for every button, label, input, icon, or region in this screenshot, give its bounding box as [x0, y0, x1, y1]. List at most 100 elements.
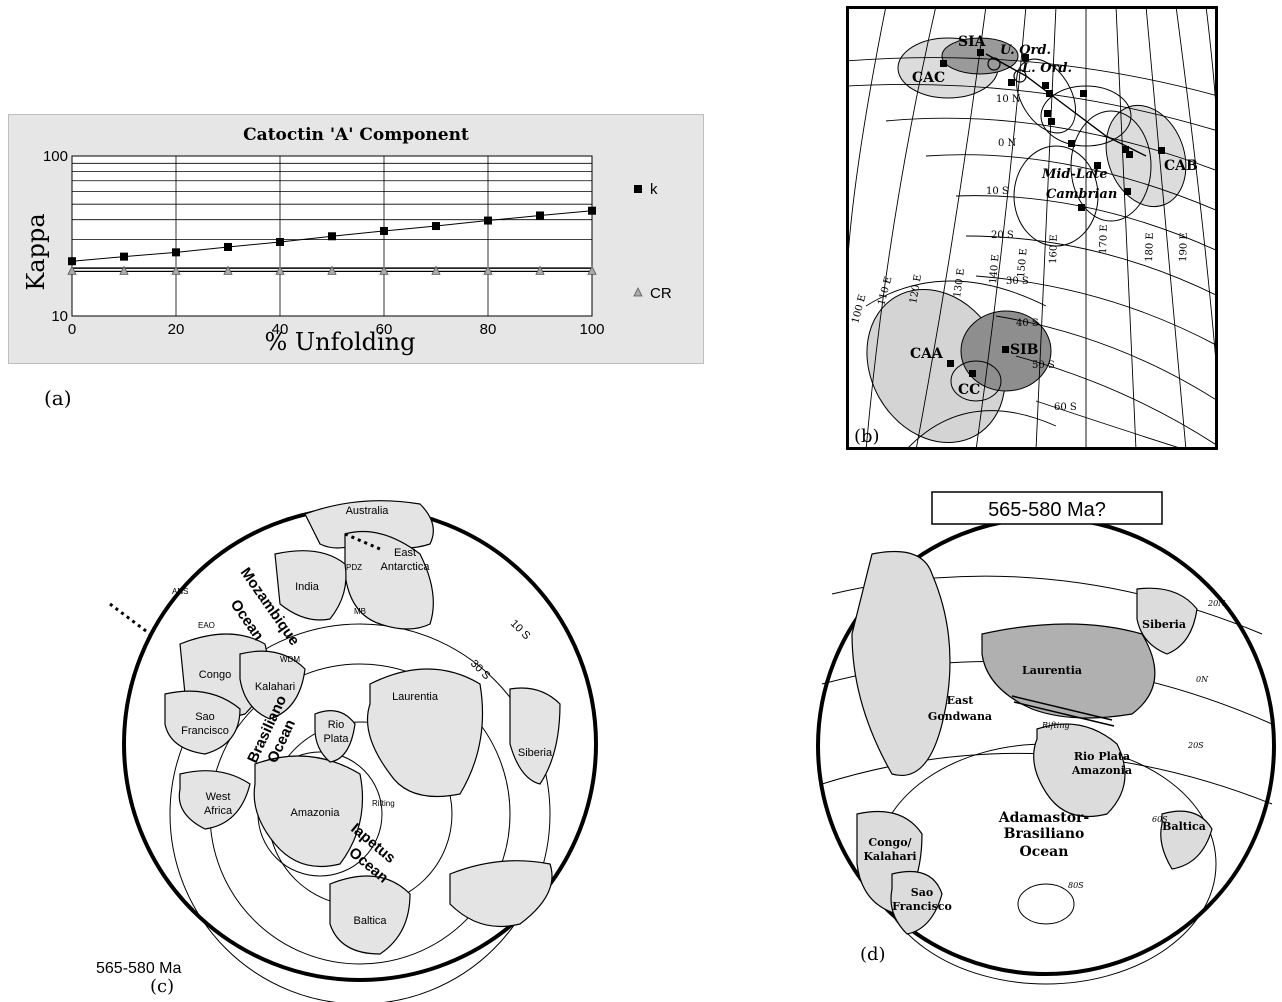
block-label-rio: Rio — [328, 719, 345, 731]
track-label-l-ord: L. Ord. — [1021, 61, 1072, 76]
panel-c-map: Australia East Antarctica India Congo Ka… — [80, 494, 640, 1002]
pole-label-cab: CAB — [1164, 158, 1198, 174]
lat-label: 30 S — [1006, 276, 1029, 287]
lat-label: 10 N — [996, 94, 1021, 105]
block-label-sao: Sao — [195, 711, 215, 723]
block-label-siberia: Siberia — [1142, 618, 1186, 631]
x-tick-label: 80 — [480, 321, 497, 338]
panel-b-caption: (b) — [854, 426, 880, 447]
small-label-rifting: Rifting — [372, 799, 395, 808]
data-point-k — [276, 238, 284, 247]
block-label-india: India — [295, 581, 320, 593]
block-label-congo: Congo/ — [868, 836, 912, 849]
block-label-francisco: Francisco — [181, 725, 229, 737]
panel-a-caption: (a) — [44, 386, 72, 410]
block-label-baltica: Baltica — [1162, 820, 1206, 833]
pole-label-sib: SIB — [1010, 342, 1039, 358]
block-label-east: East — [947, 694, 975, 707]
data-point-k — [68, 257, 76, 266]
x-tick-label: 40 — [272, 321, 289, 338]
chart-title: Catoctin 'A' Component — [243, 125, 469, 145]
block-label-laurentia: Laurentia — [1022, 664, 1082, 677]
y-tick-label: 100 — [43, 148, 68, 165]
lat-label-0n: 0N — [1196, 675, 1209, 684]
data-point-CR — [483, 265, 493, 275]
lat-label-60s: 60S — [1152, 815, 1168, 824]
small-label-wdm: WDM — [280, 655, 300, 664]
legend-marker-CR — [633, 287, 643, 297]
block-label-west: West — [206, 791, 231, 803]
data-point-CR — [431, 265, 441, 275]
data-point-k — [432, 222, 440, 231]
track-label-u-ord: U. Ord. — [1000, 43, 1051, 58]
block-label-amazonia: Amazonia — [291, 807, 341, 819]
lon-label: 170 E — [1098, 224, 1110, 254]
data-point-CR — [535, 265, 545, 275]
lat-label-10s: 10 S — [508, 618, 532, 642]
pole-label-caa: CAA — [910, 346, 944, 362]
data-point-k — [120, 252, 128, 261]
block-label-australia: Australia — [346, 505, 390, 517]
ocean-label-1: Adamastor- — [998, 810, 1090, 826]
ocean-label-3: Ocean — [1020, 844, 1069, 860]
block-label-laurentia: Laurentia — [392, 691, 439, 703]
x-tick-label: 20 — [168, 321, 185, 338]
lat-label: 50 S — [1032, 360, 1055, 371]
lon-label: 190 E — [1178, 232, 1190, 262]
data-point-k — [536, 211, 544, 220]
data-point-CR — [223, 265, 233, 275]
data-point-k — [224, 242, 232, 251]
lon-label: 130 E — [952, 268, 967, 299]
track-label-mid-late: Mid-Late — [1041, 167, 1108, 182]
panel-c-age: 565-580 Ma — [96, 960, 182, 977]
block-label-gondwana: Gondwana — [928, 710, 992, 723]
block-label-rio-plata: Rio Plata — [1074, 750, 1130, 763]
lat-label-30s: 30 S — [468, 658, 492, 682]
block-label-antarctica: Antarctica — [381, 561, 431, 573]
block-label-kalahari: Kalahari — [863, 850, 916, 863]
block-label-siberia: Siberia — [518, 747, 553, 759]
data-point-k — [172, 248, 180, 257]
small-label-eao: EAO — [198, 621, 215, 630]
small-label-ans: ANS — [172, 587, 188, 596]
small-label-mb: MB — [354, 607, 366, 616]
data-point-CR — [379, 265, 389, 275]
lat-label: 60 S — [1054, 402, 1077, 413]
x-tick-label: 100 — [579, 321, 604, 338]
lat-label-80s: 80S — [1068, 881, 1084, 890]
x-tick-label: 0 — [68, 321, 76, 338]
data-point-CR — [67, 265, 77, 275]
lon-label: 140 E — [988, 254, 1002, 284]
block-label-plata: Plata — [323, 733, 349, 745]
lat-label: 40 S — [1016, 318, 1039, 329]
lat-label-20s: 20S — [1187, 741, 1204, 750]
data-point-k — [380, 226, 388, 235]
block-label-east: East — [394, 547, 416, 559]
block-label-kalahari: Kalahari — [255, 681, 295, 693]
panel-d-map: 565-580 Ma? Laurentia Siberia East Gondw… — [812, 484, 1280, 1000]
panel-d-title: 565-580 Ma? — [988, 499, 1106, 521]
legend-label-k: k — [650, 181, 658, 198]
block-label-francisco: Francisco — [892, 900, 952, 913]
panel-a-chart: 0 20 40 60 80 100 10 100 Catoctin 'A' Component… — [8, 114, 704, 364]
y-tick-label: 10 — [51, 308, 68, 325]
data-point-CR — [587, 265, 597, 275]
data-point-CR — [171, 265, 181, 275]
kappa-chart: 0 20 40 60 80 100 10 100 Catoctin 'A' Component… — [8, 114, 704, 364]
legend-marker-k — [634, 185, 642, 193]
block-label-sao: Sao — [911, 886, 933, 899]
x-axis-label: % Unfolding — [265, 328, 416, 356]
lat-label-20n: 20N — [1207, 599, 1226, 608]
lon-label: 180 E — [1144, 232, 1156, 262]
lon-label: 100 E — [850, 293, 868, 324]
data-point-CR — [119, 265, 129, 275]
y-axis-label: Kappa — [22, 213, 50, 290]
lat-label: 10 S — [986, 186, 1009, 197]
block-label-africa: Africa — [204, 805, 233, 817]
small-label-rifting: Rifting — [1041, 721, 1070, 730]
block-label-congo: Congo — [199, 669, 231, 681]
x-tick-label: 60 — [376, 321, 393, 338]
ocean-label-2: Brasiliano — [1004, 826, 1085, 842]
data-point-CR — [327, 265, 337, 275]
track-label-cambrian: Cambrian — [1046, 187, 1117, 202]
